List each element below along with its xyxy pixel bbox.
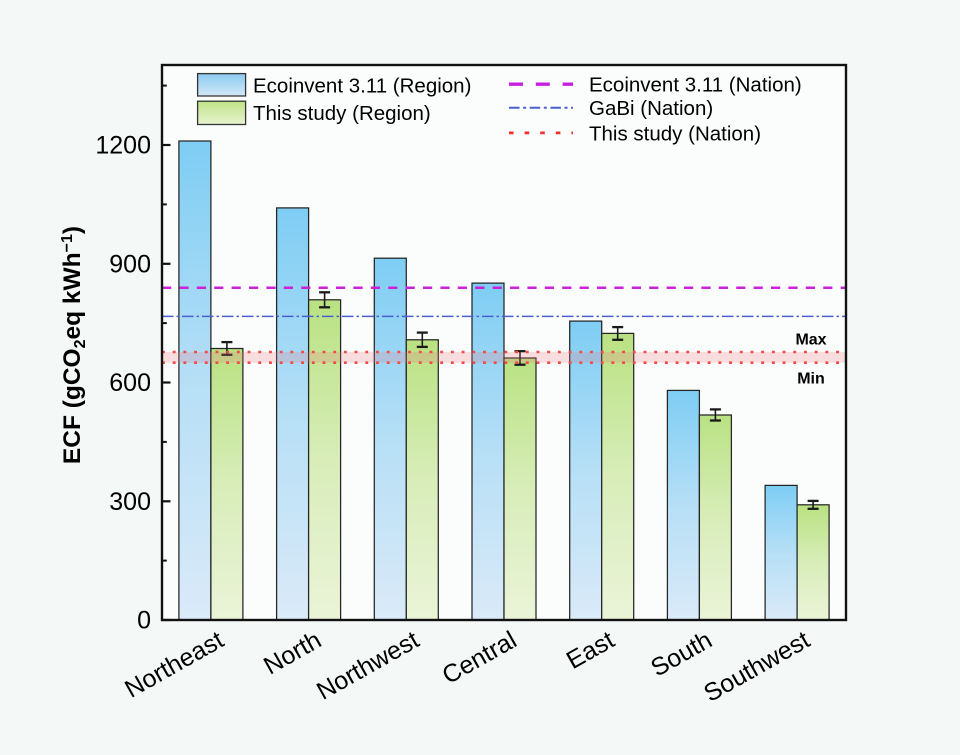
svg-text:300: 300 — [109, 488, 151, 516]
svg-text:Ecoinvent 3.11 (Region): Ecoinvent 3.11 (Region) — [253, 75, 471, 98]
svg-text:900: 900 — [109, 250, 151, 278]
svg-text:600: 600 — [109, 369, 151, 397]
svg-text:Min: Min — [797, 371, 825, 388]
svg-text:0: 0 — [137, 607, 151, 635]
svg-text:Max: Max — [795, 332, 826, 349]
svg-text:This study (Nation): This study (Nation) — [589, 122, 761, 145]
svg-text:1200: 1200 — [95, 132, 151, 160]
svg-text:GaBi (Nation): GaBi (Nation) — [589, 97, 713, 120]
svg-text:This study (Region): This study (Region) — [253, 102, 431, 125]
svg-text:Ecoinvent 3.11 (Nation): Ecoinvent 3.11 (Nation) — [589, 74, 802, 97]
